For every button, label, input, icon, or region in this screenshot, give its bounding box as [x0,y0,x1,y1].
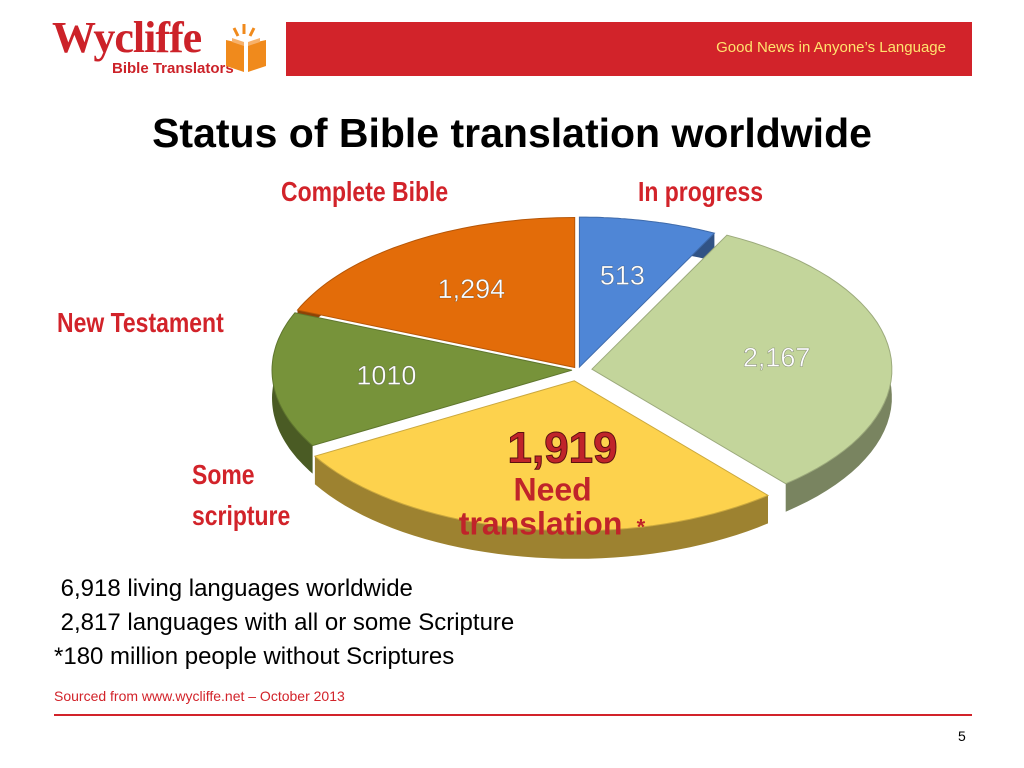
label-in-progress: In progress [638,176,764,207]
label-some-scripture-line2: scripture [192,500,291,531]
slice-word-need: Need [513,471,591,507]
pie-slice-0 [578,216,716,369]
slice-asterisk: * [637,514,646,539]
pie-slice-4 [296,216,576,369]
wycliffe-logo: Wycliffe Bible Translators [50,13,280,82]
note-languages-with-scripture: 2,817 languages with all or some Scriptu… [54,609,515,636]
note-people-without-scripture: *180 million people without Scriptures [54,643,455,670]
label-complete-bible: Complete Bible [281,176,449,207]
footer-divider [54,714,972,716]
label-some-scripture-line1: Some [192,459,255,490]
book-icon [226,24,266,72]
source-note: Sourced from www.wycliffe.net – October … [54,688,345,704]
header-banner: Good News in Anyone’s Language [286,22,972,76]
pie-slice-3 [271,312,573,447]
note-languages-worldwide: 6,918 living languages worldwide [54,575,413,602]
label-new-testament: New Testament [57,307,224,338]
pie-slice-1 [591,234,893,485]
slice-value-label-3: 1010 [356,360,416,390]
tagline: Good News in Anyone’s Language [716,39,946,56]
logo-subtitle: Bible Translators [112,60,234,77]
pie-slice-2 [313,380,770,532]
slice-value-label-1: 2,167 [743,342,811,372]
slice-value-label-2: 1,919 [508,423,618,472]
slice-value-label-4: 1,294 [438,274,506,304]
logo-wordmark: Wycliffe [52,13,202,62]
pie-slice-side-2 [314,456,768,559]
page-title: Status of Bible translation worldwide [152,110,872,156]
slice-value-label-0: 513 [600,261,645,291]
page-number: 5 [958,728,966,744]
slice-word-translation: translation [459,505,623,541]
